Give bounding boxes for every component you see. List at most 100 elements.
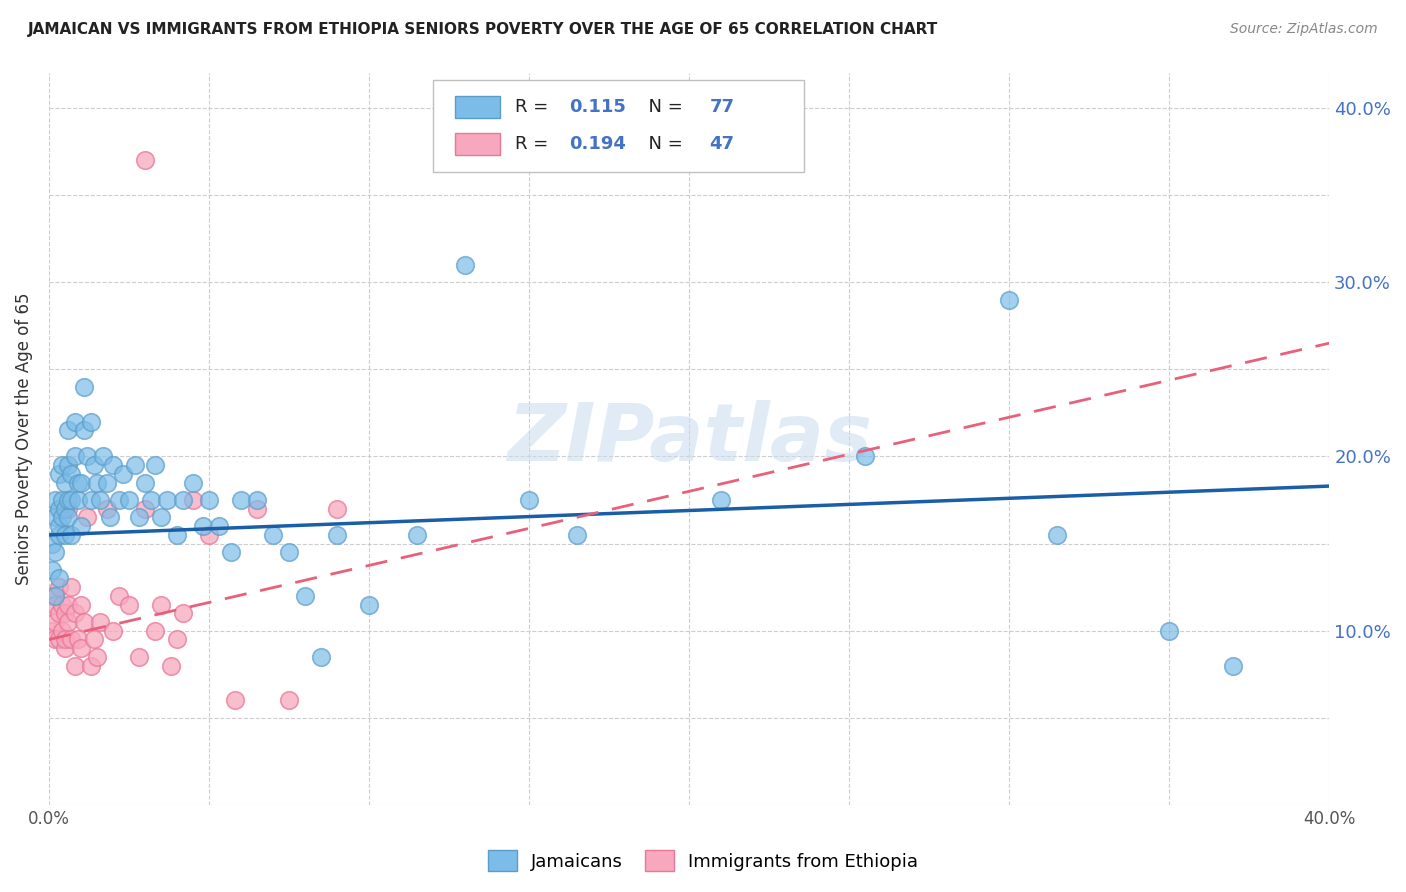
Point [53,632,76,647]
Text: N =: N = [637,135,688,153]
Point [79,493,101,508]
Point [53,528,76,542]
Point [63,450,86,464]
Text: 0.194: 0.194 [569,135,626,153]
Point [143,624,166,638]
Point [70,641,93,656]
Point [48,528,70,542]
Point [406,528,429,542]
Point [294,589,316,603]
Point [141,493,163,508]
Point [70,519,93,533]
Point [83,632,105,647]
Point [853,450,876,464]
Point [73,380,96,394]
Point [166,632,188,647]
Point [66,632,89,647]
Point [150,510,173,524]
Point [44,632,66,647]
Point [44,510,66,524]
Text: ZIPatlas: ZIPatlas [506,400,872,478]
Point [56,615,79,629]
Point [96,475,118,490]
Point [53,501,76,516]
Point [51,510,73,524]
Point [63,415,86,429]
Text: JAMAICAN VS IMMIGRANTS FROM ETHIOPIA SENIORS POVERTY OVER THE AGE OF 65 CORRELAT: JAMAICAN VS IMMIGRANTS FROM ETHIOPIA SEN… [28,22,938,37]
Point [56,510,79,524]
Text: N =: N = [637,98,688,116]
Point [56,598,79,612]
Point [48,467,70,481]
Point [96,501,118,516]
Point [86,649,108,664]
Point [454,258,477,272]
Point [63,658,86,673]
Point [56,458,79,472]
Point [48,632,70,647]
Point [143,458,166,472]
Point [51,624,73,638]
Point [172,607,194,621]
Point [118,493,141,508]
Point [207,519,229,533]
Point [156,493,179,508]
Point [108,589,131,603]
Point [326,528,349,542]
Point [134,153,156,168]
Point [98,510,121,524]
Point [262,528,284,542]
Point [309,649,332,664]
Point [326,501,349,516]
Point [246,501,269,516]
Point [181,493,204,508]
Point [41,536,63,550]
Y-axis label: Seniors Poverty Over the Age of 65: Seniors Poverty Over the Age of 65 [15,293,32,585]
Point [710,493,733,508]
Point [246,493,269,508]
Point [56,423,79,437]
Point [191,519,214,533]
Point [224,693,246,707]
Point [41,624,63,638]
Point [278,545,301,559]
Point [1046,528,1069,542]
Point [159,658,181,673]
Point [76,510,98,524]
Point [181,475,204,490]
Bar [454,96,499,119]
Point [198,493,221,508]
Text: 47: 47 [710,135,734,153]
Point [56,493,79,508]
Point [60,632,83,647]
Point [166,528,188,542]
Text: R =: R = [515,135,554,153]
Text: 0.115: 0.115 [569,98,626,116]
Point [101,624,124,638]
Point [89,493,111,508]
Point [357,598,380,612]
Point [66,475,89,490]
Text: Source: ZipAtlas.com: Source: ZipAtlas.com [1230,22,1378,37]
Point [108,493,131,508]
Legend: Jamaicans, Immigrants from Ethiopia: Jamaicans, Immigrants from Ethiopia [481,843,925,879]
Bar [454,133,499,155]
Point [565,528,588,542]
Point [128,510,150,524]
Point [44,545,66,559]
Point [198,528,221,542]
Point [44,598,66,612]
Point [221,545,243,559]
Point [278,693,301,707]
Point [79,658,101,673]
Point [56,501,79,516]
Point [517,493,540,508]
Point [44,589,66,603]
Point [134,475,156,490]
Point [101,458,124,472]
Point [229,493,252,508]
Point [70,475,93,490]
Point [118,598,141,612]
Point [73,615,96,629]
Point [48,519,70,533]
